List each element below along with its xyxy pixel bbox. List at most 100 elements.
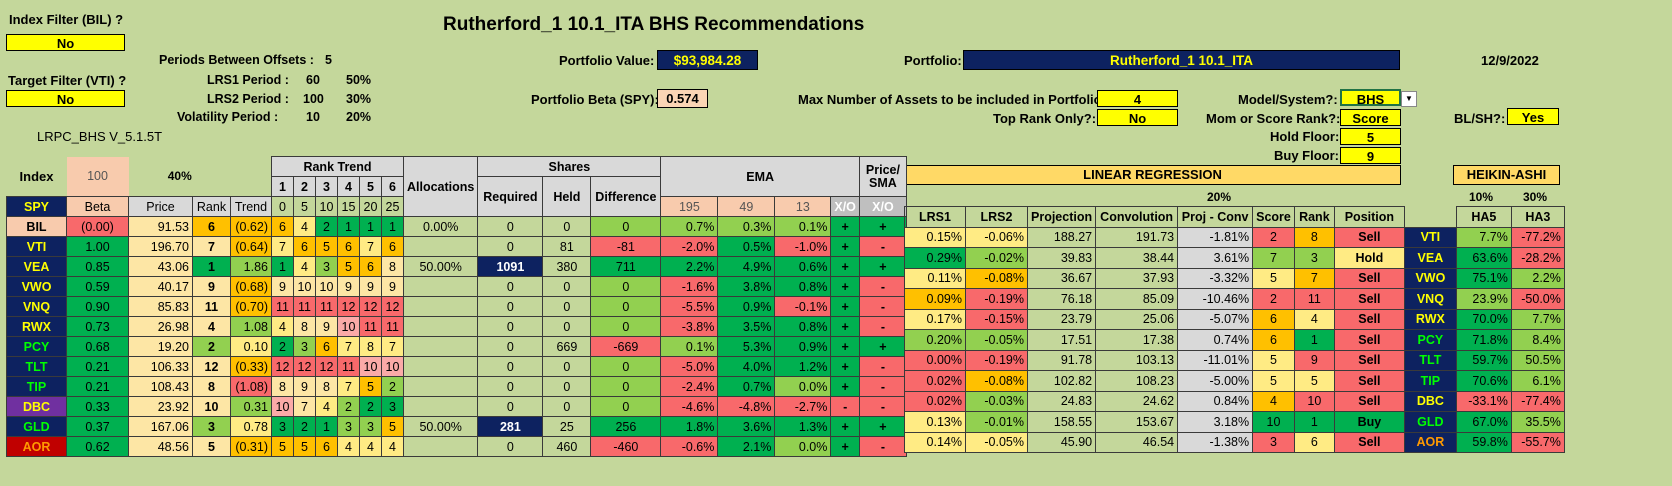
rank-trend-num: 6 [381, 176, 404, 197]
max-assets-input[interactable]: 4 [1097, 90, 1178, 107]
convolution-cell: 103.13 [1095, 349, 1179, 371]
lrs1-cell: 0.02% [904, 390, 966, 412]
lrs1-pct: 50% [346, 73, 372, 87]
linear-regression-table: LRS1 LRS2 Projection Convolution Proj - Conv… [904, 206, 1565, 453]
ticker-cell: TIP [6, 376, 67, 397]
model-dropdown[interactable]: BHS [1340, 89, 1401, 107]
rank-trend-period: 15 [337, 196, 360, 217]
ema-49-cell: 3.8% [717, 276, 776, 297]
trend-cell: 0.78 [230, 416, 272, 437]
rank-trend-cell: 1 [337, 216, 360, 237]
projconv-cell: -11.01% [1177, 349, 1254, 371]
rank-trend-cell: 11 [271, 296, 294, 317]
rank-trend-cell: 8 [315, 376, 338, 397]
ticker-cell: AOR [1403, 431, 1457, 453]
page-title: Rutherford_1 10.1_ITA BHS Recommendation… [443, 14, 865, 35]
rank-trend-cell: 6 [315, 336, 338, 357]
header-allocations: Allocations [402, 156, 479, 217]
score-cell: 5 [1252, 370, 1295, 392]
index-filter-dropdown[interactable]: No [6, 34, 125, 51]
right-row: 0.20% -0.05% 17.51 17.38 0.74% 6 1 Sell PCY 71.8%… [904, 329, 1565, 351]
xo-cell: + [830, 216, 860, 237]
required-cell: 0 [477, 316, 544, 337]
rank-cell: 4 [1293, 308, 1335, 330]
trend-cell: (0.62) [230, 216, 272, 237]
difference-cell: 0 [590, 276, 662, 297]
ema-49-cell: -4.8% [717, 396, 776, 417]
beta-cell: 0.59 [66, 276, 129, 297]
ticker-cell: RWX [6, 316, 67, 337]
ha5-cell: -33.1% [1455, 390, 1512, 412]
rank-trend-cell: 12 [381, 296, 404, 317]
hold-floor-input[interactable]: 5 [1340, 128, 1401, 145]
price-cell: 167.06 [128, 416, 193, 437]
rank-trend-cell: 2 [315, 216, 338, 237]
ema-49-cell: 0.9% [717, 296, 776, 317]
rank-trend-cell: 11 [337, 356, 360, 377]
right-row: 0.15% -0.06% 188.27 191.73 -1.81% 2 8 Sell VTI 7.… [904, 226, 1565, 248]
price-cell: 23.92 [128, 396, 193, 417]
ha5-cell: 75.1% [1455, 267, 1512, 289]
rank-trend-cell: 4 [271, 316, 294, 337]
projection-cell: 188.27 [1026, 226, 1097, 248]
right-gap [1404, 207, 1456, 228]
mom-score-dropdown[interactable]: Score [1340, 109, 1401, 126]
lrs1-cell: 0.17% [904, 308, 966, 330]
header-lrs2: LRS2 [965, 206, 1028, 228]
ha5-cell: 59.7% [1455, 349, 1512, 371]
ticker-cell: PCY [1403, 329, 1457, 351]
held-cell: 0 [542, 296, 592, 317]
convolution-cell: 191.73 [1095, 226, 1179, 248]
chevron-down-icon[interactable]: ▼ [1401, 91, 1417, 107]
ema-13-cell: -2.7% [774, 396, 832, 417]
max-assets-label: Max Number of Assets to be included in P… [798, 92, 1106, 107]
ticker-cell: AOR [6, 436, 67, 457]
ema-195-cell: -5.0% [660, 356, 719, 377]
projection-cell: 17.51 [1026, 329, 1097, 351]
position-cell: Sell [1333, 370, 1405, 392]
rank-trend-cell: 5 [315, 236, 338, 257]
rank-trend-cell: 7 [337, 376, 360, 397]
periods-value: 5 [325, 53, 332, 67]
rank-trend-cell: 5 [337, 256, 360, 277]
held-cell: 81 [542, 236, 592, 257]
buy-floor-input[interactable]: 9 [1340, 147, 1401, 164]
projconv-cell: -5.07% [1177, 308, 1254, 330]
required-cell: 0 [477, 436, 544, 457]
projection-cell: 24.83 [1026, 390, 1097, 412]
lrs2-cell: -0.06% [965, 226, 1028, 248]
table-row: BIL (0.00) 91.53 6 (0.62) 6 4 2 1 1 1 0.00% 0 0 0 0.7% 0… [6, 216, 907, 237]
table-row: TIP 0.21 108.43 8 (1.08) 8 9 8 7 5 2 0 0 0 -2.4% 0.7% 0.… [6, 376, 907, 397]
held-cell: 0 [542, 376, 592, 397]
beta-cell: 0.68 [66, 336, 129, 357]
rank-trend-cell: 7 [337, 336, 360, 357]
difference-cell: 256 [590, 416, 662, 437]
header-convolution: Convolution [1095, 206, 1179, 228]
price-sma-cell: - [858, 316, 907, 337]
target-filter-dropdown[interactable]: No [6, 90, 125, 107]
lrs2-cell: -0.01% [965, 411, 1028, 433]
score-cell: 6 [1252, 308, 1295, 330]
table-row: RWX 0.73 26.98 4 1.08 4 8 9 10 11 11 0 0 0 -3.8% 3.5% 0.… [6, 316, 907, 337]
rank-trend-cell: 12 [271, 356, 294, 377]
held-cell: 669 [542, 336, 592, 357]
header-held: Held [542, 176, 592, 217]
trend-cell: (0.31) [230, 436, 272, 457]
price-cell: 19.20 [128, 336, 193, 357]
table-row: GLD 0.37 167.06 3 0.78 3 2 1 3 3 5 50.00% 281 25 256 1.… [6, 416, 907, 437]
header-rank-trend: Rank Trend [271, 156, 404, 177]
rank-trend-cell: 3 [359, 416, 382, 437]
rank-trend-cell: 7 [293, 396, 316, 417]
projconv-cell: -5.00% [1177, 370, 1254, 392]
rank-trend-period: 5 [293, 196, 316, 217]
price-sma-cell: + [858, 256, 907, 277]
convolution-cell: 17.38 [1095, 329, 1179, 351]
top-rank-dropdown[interactable]: No [1097, 109, 1178, 126]
score-cell: 5 [1252, 349, 1295, 371]
portfolio-value: $93,984.28 [657, 50, 758, 70]
held-cell: 380 [542, 256, 592, 277]
blsh-dropdown[interactable]: Yes [1507, 108, 1559, 125]
rank-trend-cell: 7 [271, 236, 294, 257]
held-cell: 0 [542, 316, 592, 337]
ema-195-cell: -5.5% [660, 296, 719, 317]
